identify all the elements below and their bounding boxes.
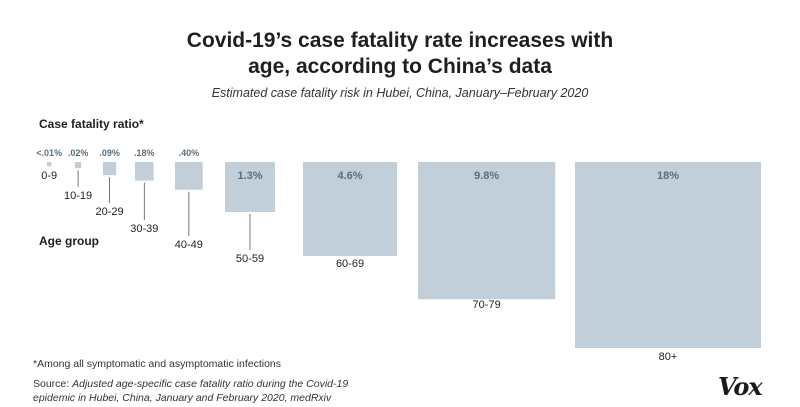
square-60-69 (303, 162, 398, 257)
footnote: *Among all symptomatic and asymptomatic … (33, 358, 282, 370)
vox-logo: Vox (718, 372, 763, 401)
value-label-70-79: 9.8% (474, 170, 499, 182)
value-label-0-9: <.01% (36, 148, 62, 158)
square-30-39 (135, 162, 154, 181)
age-label-30-39: 30-39 (130, 223, 158, 235)
value-label-60-69: 4.6% (337, 170, 362, 182)
value-label-40-49: .40% (179, 148, 200, 158)
age-label-20-29: 20-29 (96, 206, 124, 218)
square-0-9 (47, 162, 52, 167)
square-20-29 (103, 162, 117, 176)
value-label-80+: 18% (657, 170, 679, 182)
value-axis-label: Case fatality ratio* (39, 117, 144, 131)
square-10-19 (75, 162, 82, 169)
age-label-0-9: 0-9 (41, 170, 57, 182)
square-80+ (575, 162, 761, 348)
category-axis-label: Age group (39, 234, 99, 248)
square-40-49 (175, 162, 203, 190)
age-label-80+: 80+ (659, 351, 678, 363)
chart-title-line-2: age, according to China’s data (248, 55, 552, 78)
source-note: Source: Adjusted age-specific case fatal… (33, 377, 393, 405)
age-label-50-59: 50-59 (236, 253, 264, 265)
chart-title-line-1: Covid-19’s case fatality rate increases … (186, 29, 614, 52)
square-70-79 (418, 162, 556, 300)
age-label-10-19: 10-19 (64, 190, 92, 202)
value-label-50-59: 1.3% (237, 170, 262, 182)
source-body: Adjusted age-specific case fatality rati… (33, 378, 349, 404)
chart-subtitle: Estimated case fatality risk in Hubei, C… (211, 86, 589, 100)
value-label-30-39: .18% (134, 148, 155, 158)
value-label-20-29: .09% (99, 148, 120, 158)
age-label-60-69: 60-69 (336, 258, 364, 270)
age-label-70-79: 70-79 (473, 299, 501, 311)
square-50-59 (225, 162, 275, 212)
source-label: Source: (33, 378, 73, 390)
value-label-10-19: .02% (68, 148, 89, 158)
age-label-40-49: 40-49 (175, 239, 203, 251)
